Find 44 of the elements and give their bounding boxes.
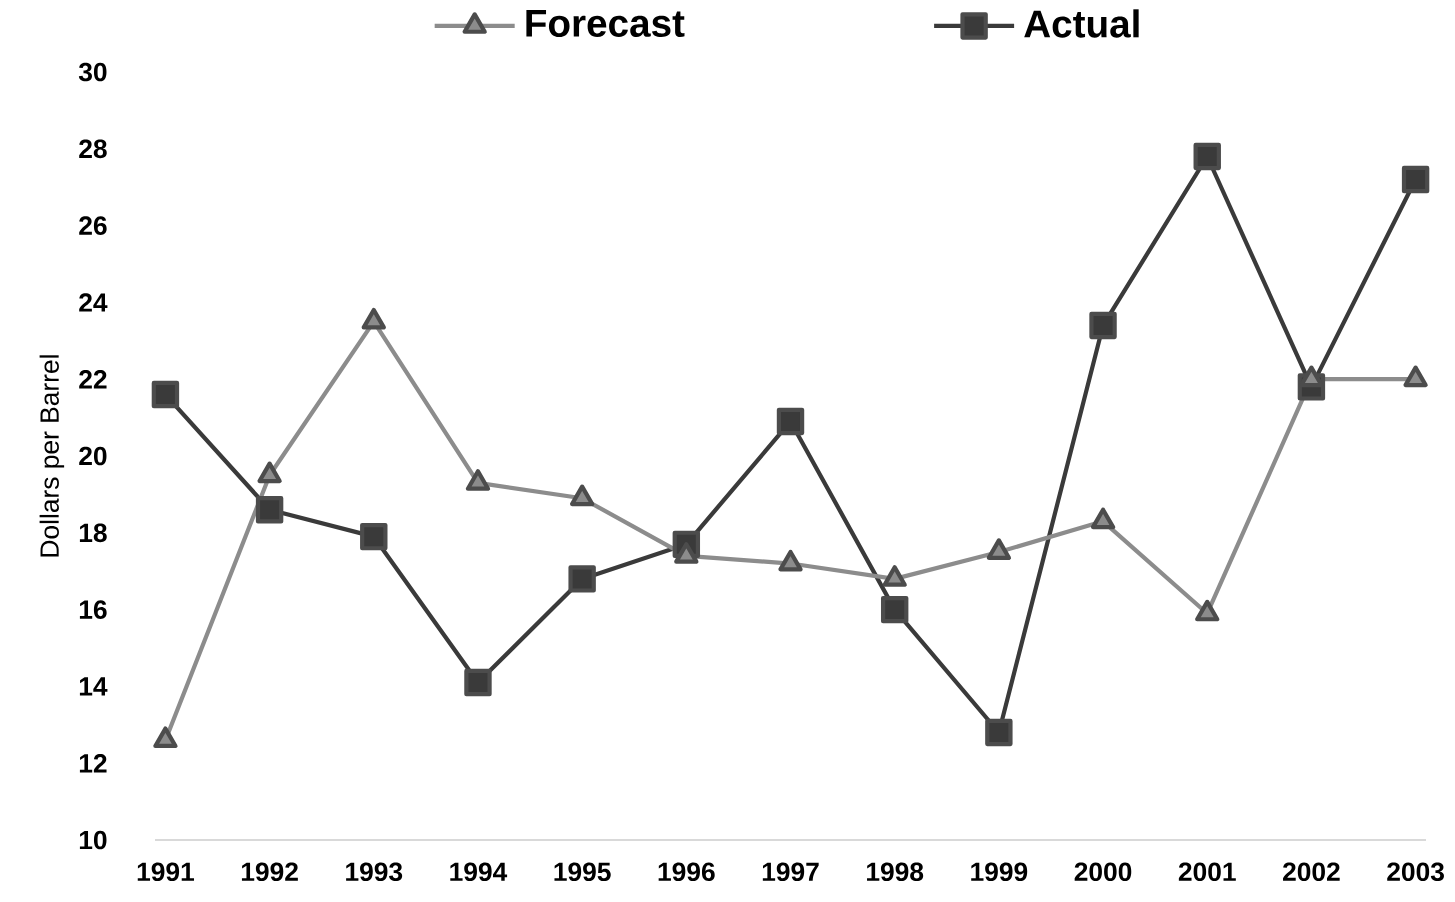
x-tick-label: 1998 [867,862,924,882]
y-tick-label: 18 [79,523,107,543]
point [465,469,491,491]
y-tick-label: 22 [79,370,107,389]
y-tick-label: 26 [79,216,107,235]
x-tick-label: 1999 [971,862,1028,882]
y-tick-label: 12 [79,754,107,773]
y-tick-label: 30 [78,62,107,82]
x-tick-label: 1992 [241,862,298,882]
x-tick-label: 2000 [1074,862,1132,882]
x-tick-label: 1991 [137,862,195,882]
point [1299,365,1324,388]
point [1089,311,1117,340]
point [778,549,803,572]
point [674,542,699,564]
x-tick-label: 2001 [1178,862,1236,882]
x-tick-label: 1996 [658,862,715,882]
y-tick-label: 28 [79,139,107,159]
point [257,461,282,484]
legend-label: Forecast [526,10,685,37]
x-tick-label: 1994 [450,862,508,882]
y-axis-title: Dollars per Barrel [39,355,65,557]
point [569,484,595,507]
point [151,380,180,409]
y-tick-label: 24 [79,293,108,312]
y-tick-label: 14 [79,677,108,696]
x-tick-label: 1995 [554,862,611,882]
point [1401,165,1430,194]
x-tick-label: 1997 [762,862,819,882]
point [1090,507,1116,530]
point [1195,599,1220,622]
y-tick-label: 16 [79,600,107,619]
point [1403,365,1428,388]
point [986,538,1012,560]
point [882,565,907,587]
point [776,407,805,436]
x-tick-label: 2002 [1283,862,1340,882]
y-tick-label: 20 [79,446,107,466]
point [153,726,178,749]
y-tick-label: 10 [79,830,107,850]
x-tick-label: 1993 [346,862,403,882]
x-tick-label: 2003 [1387,862,1444,882]
legend-label: Actual [1024,9,1139,38]
point [1193,142,1221,171]
